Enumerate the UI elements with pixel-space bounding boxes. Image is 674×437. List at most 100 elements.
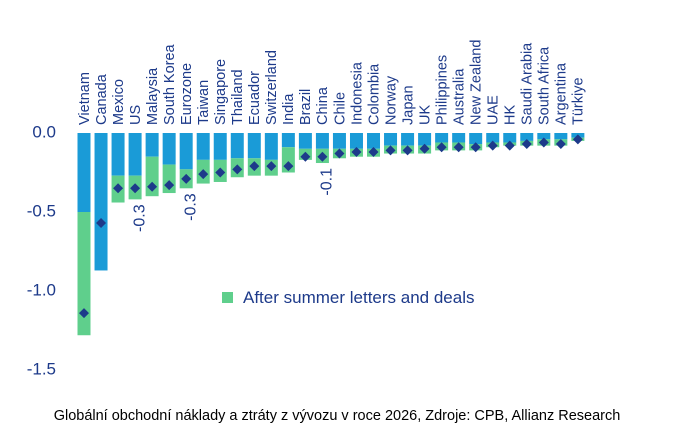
x-tick-label: HK bbox=[503, 105, 519, 125]
x-tick-label: Canada bbox=[94, 73, 110, 125]
bar bbox=[162, 133, 176, 165]
bar bbox=[281, 133, 295, 148]
x-tick-label: New Zealand bbox=[469, 40, 485, 125]
y-tick-label: -0.5 bbox=[27, 201, 56, 220]
y-tick-label: -1.5 bbox=[27, 359, 56, 378]
diamond-marker bbox=[113, 183, 124, 194]
diamond-marker bbox=[504, 140, 515, 151]
legend-label: After summer letters and deals bbox=[243, 288, 475, 307]
y-tick-label: -1.0 bbox=[27, 280, 56, 299]
bar bbox=[315, 133, 329, 149]
bar bbox=[247, 133, 261, 159]
diamond-marker bbox=[351, 146, 362, 157]
x-tick-label: Argentina bbox=[554, 62, 570, 125]
bar bbox=[179, 133, 193, 170]
bar bbox=[367, 133, 381, 149]
x-tick-label: Philippines bbox=[434, 55, 450, 125]
x-tick-label: Saudi Arabia bbox=[520, 42, 536, 125]
diamond-marker bbox=[572, 134, 583, 145]
diamond-marker bbox=[385, 145, 396, 156]
bar bbox=[435, 133, 449, 143]
x-tick-label: UK bbox=[417, 105, 433, 125]
bar bbox=[537, 133, 551, 140]
bar bbox=[264, 133, 278, 160]
bar bbox=[384, 133, 398, 146]
bar bbox=[298, 133, 312, 149]
diamond-marker bbox=[266, 161, 277, 172]
bar bbox=[128, 133, 142, 176]
diamond-marker bbox=[79, 308, 89, 319]
bar bbox=[77, 212, 91, 336]
diamond-marker bbox=[334, 148, 345, 159]
x-tick-label: US bbox=[128, 105, 144, 125]
x-tick-label: Norway bbox=[383, 75, 399, 125]
bar bbox=[145, 133, 159, 157]
bar bbox=[196, 133, 210, 160]
annotation: -0.3 bbox=[182, 193, 199, 221]
bar bbox=[213, 133, 227, 160]
x-tick-label: Colombia bbox=[366, 63, 382, 125]
x-tick-label: Mexico bbox=[111, 79, 127, 125]
x-tick-label: India bbox=[281, 93, 297, 125]
bar bbox=[469, 133, 483, 145]
diamond-marker bbox=[130, 183, 141, 194]
diamond-marker bbox=[232, 164, 243, 175]
bar bbox=[486, 133, 500, 143]
x-tick-label: Eurozone bbox=[179, 63, 195, 125]
x-tick-label: Switzerland bbox=[264, 50, 280, 125]
diamond-marker bbox=[181, 173, 192, 184]
diamond-marker bbox=[487, 140, 498, 151]
x-tick-label: China bbox=[315, 86, 331, 125]
diamond-marker bbox=[470, 142, 481, 153]
diamond-marker bbox=[402, 145, 413, 156]
bar bbox=[349, 133, 363, 149]
x-tick-label: Australia bbox=[451, 68, 467, 125]
x-tick-label: Ecuador bbox=[247, 71, 263, 125]
x-tick-label: Singapore bbox=[213, 59, 229, 125]
diamond-marker bbox=[436, 142, 447, 153]
x-tick-label: Taiwan bbox=[196, 80, 212, 125]
diamond-marker bbox=[215, 167, 226, 178]
diamond-marker bbox=[300, 151, 311, 162]
x-tick-label: Türkiye bbox=[571, 77, 587, 125]
annotation: -0.1 bbox=[319, 168, 336, 196]
bar bbox=[503, 133, 517, 143]
bar bbox=[230, 133, 244, 159]
bar bbox=[418, 133, 432, 146]
annotation: -0.3 bbox=[131, 204, 148, 232]
bar bbox=[77, 133, 91, 212]
legend: After summer letters and deals bbox=[222, 284, 492, 311]
bar bbox=[520, 133, 534, 141]
y-tick-label: 0.0 bbox=[32, 122, 56, 141]
x-tick-label: Chile bbox=[332, 92, 348, 125]
x-tick-label: UAE bbox=[486, 95, 502, 125]
x-tick-label: Indonesia bbox=[349, 61, 365, 125]
legend-swatch bbox=[222, 292, 233, 303]
x-tick-label: Thailand bbox=[230, 69, 246, 125]
diamond-marker bbox=[521, 139, 532, 150]
caption: Globální obchodní náklady a ztráty z výv… bbox=[53, 408, 621, 424]
x-tick-label: Malaysia bbox=[145, 67, 161, 125]
bar bbox=[111, 133, 125, 176]
diamond-marker bbox=[147, 181, 158, 192]
diamond-marker bbox=[368, 146, 379, 157]
diamond-marker bbox=[249, 161, 260, 172]
chart: 0.0 -0.5 -1.0 -1.5 Vietnam Canada Mexico US Mala… bbox=[27, 40, 587, 379]
x-tick-label: Brazil bbox=[298, 89, 314, 125]
diamond-marker bbox=[96, 218, 107, 229]
x-tick-label: Vietnam bbox=[77, 72, 93, 125]
diamond-marker bbox=[164, 180, 175, 191]
diamond-marker bbox=[283, 161, 294, 172]
diamond-marker bbox=[453, 142, 464, 153]
diamond-marker bbox=[419, 143, 430, 154]
bar bbox=[401, 133, 415, 146]
bar bbox=[94, 133, 108, 271]
diamond-marker bbox=[198, 169, 209, 180]
x-tick-label: South Korea bbox=[162, 43, 178, 125]
x-tick-label: Japan bbox=[400, 85, 416, 125]
bar bbox=[452, 133, 466, 143]
bar bbox=[332, 133, 346, 149]
diamond-marker bbox=[555, 139, 566, 150]
bar bbox=[554, 133, 568, 140]
